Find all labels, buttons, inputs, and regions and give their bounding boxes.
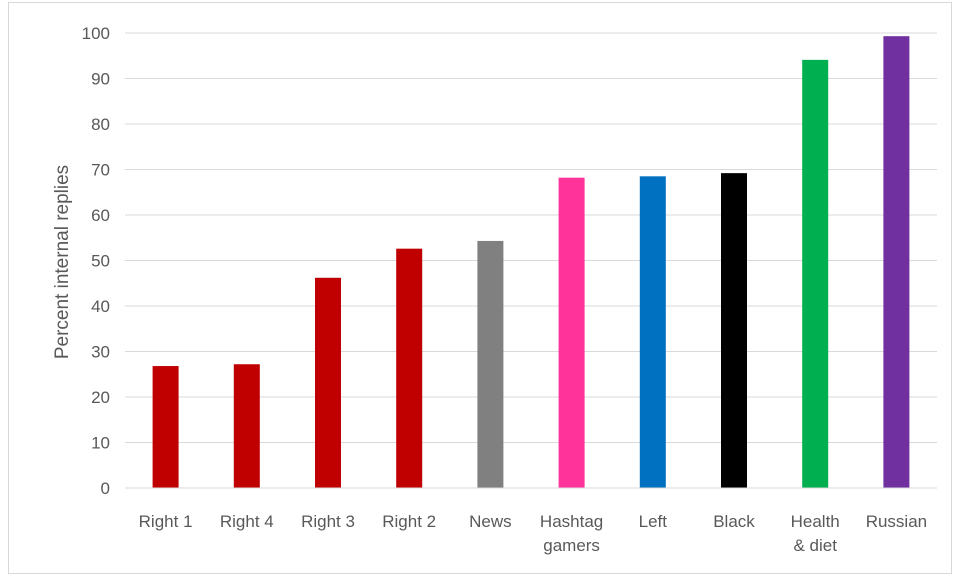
x-tick-label: Right 4 bbox=[220, 512, 274, 531]
x-tick-label-line: Right 1 bbox=[139, 512, 193, 531]
y-tick-label: 50 bbox=[91, 252, 110, 271]
x-tick-label-line: News bbox=[469, 512, 512, 531]
y-tick-label: 20 bbox=[91, 388, 110, 407]
bar-black bbox=[721, 173, 747, 488]
gridlines bbox=[125, 32, 937, 443]
x-tick-label: Health & diet bbox=[791, 512, 840, 555]
x-tick-label: Russian bbox=[866, 512, 927, 531]
y-axis-label: Percent internal replies bbox=[52, 165, 73, 359]
y-tick-label: 40 bbox=[91, 297, 110, 316]
x-tick-label: Right 2 bbox=[382, 512, 436, 531]
bar-right-4 bbox=[233, 364, 260, 488]
x-tick-label-line: Russian bbox=[866, 512, 927, 531]
y-tick-label: 30 bbox=[91, 343, 110, 362]
y-tick-label: 80 bbox=[91, 115, 110, 134]
bar-right-1 bbox=[152, 366, 179, 488]
bar-right-2 bbox=[396, 248, 423, 488]
x-tick-label-line: Black bbox=[713, 512, 755, 531]
bar-left bbox=[639, 176, 666, 488]
y-axis-ticks: 0 10 20 30 40 50 60 70 80 90 100 bbox=[82, 24, 110, 498]
y-tick-label: 0 bbox=[101, 479, 110, 498]
y-tick-label: 100 bbox=[82, 24, 110, 43]
bar-right-3 bbox=[315, 277, 341, 488]
bar-hashtag-gamers bbox=[558, 177, 585, 488]
x-tick-label: Hashtag gamers bbox=[540, 512, 603, 555]
y-tick-label: 10 bbox=[91, 434, 110, 453]
x-tick-label-line: Left bbox=[639, 512, 668, 531]
y-tick-label: 60 bbox=[91, 206, 110, 225]
x-tick-label-line: gamers bbox=[543, 536, 600, 555]
bar-health-diet bbox=[802, 59, 829, 488]
bar-russian bbox=[883, 36, 910, 489]
y-tick-label: 70 bbox=[91, 161, 110, 180]
x-tick-label-line: Right 3 bbox=[301, 512, 355, 531]
x-axis-ticks: Right 1 Right 4 Right 3 Right 2 News Hashtag g… bbox=[139, 512, 927, 555]
x-tick-label: Right 3 bbox=[301, 512, 355, 531]
x-tick-label: Black bbox=[713, 512, 755, 531]
x-tick-label: News bbox=[469, 512, 512, 531]
x-tick-label-line: Right 4 bbox=[220, 512, 274, 531]
x-tick-label-line: Right 2 bbox=[382, 512, 436, 531]
x-tick-label: Right 1 bbox=[139, 512, 193, 531]
y-tick-label: 90 bbox=[91, 70, 110, 89]
x-tick-label: Left bbox=[639, 512, 668, 531]
bars bbox=[152, 36, 910, 489]
x-tick-label-line: Hashtag bbox=[540, 512, 603, 531]
x-tick-label-line: & diet bbox=[793, 536, 837, 555]
x-tick-label-line: Health bbox=[791, 512, 840, 531]
bar-news bbox=[477, 240, 504, 488]
